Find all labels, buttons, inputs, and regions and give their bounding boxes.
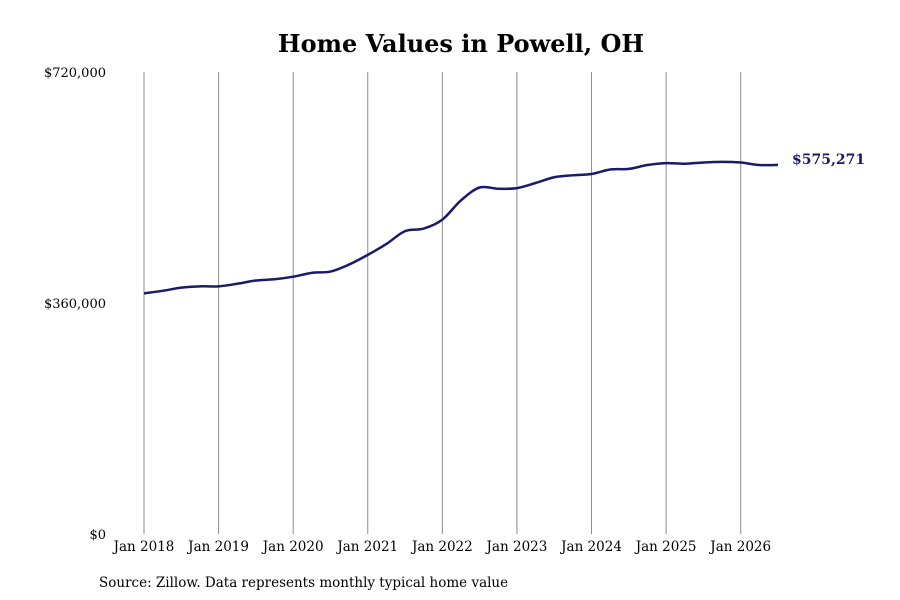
x-tick-label: Jan 2018 bbox=[112, 539, 175, 555]
series-group: $575,271 bbox=[143, 152, 865, 295]
y-tick-label: $360,000 bbox=[44, 297, 106, 312]
x-tick-label: Jan 2021 bbox=[335, 539, 398, 555]
x-tick-label: Jan 2020 bbox=[261, 539, 324, 555]
x-tick-label: Jan 2026 bbox=[708, 539, 771, 555]
series-line bbox=[143, 160, 779, 295]
x-tick-label: Jan 2024 bbox=[559, 539, 622, 555]
x-axis: Jan 2018 Jan 2019 Jan 2020 Jan 2021 Jan 2022… bbox=[112, 539, 772, 555]
x-tick-label: Jan 2023 bbox=[485, 539, 548, 555]
source-note: Source: Zillow. Data represents monthly … bbox=[99, 575, 508, 591]
series-end-label: $575,271 bbox=[792, 152, 865, 168]
y-axis: $0 $360,000 $720,000 bbox=[44, 66, 106, 543]
y-tick-label: $0 bbox=[89, 528, 106, 543]
vertical-gridlines bbox=[143, 72, 742, 534]
chart-title: Home Values in Powell, OH bbox=[278, 29, 644, 58]
x-tick-label: Jan 2022 bbox=[410, 539, 473, 555]
x-tick-label: Jan 2025 bbox=[634, 539, 697, 555]
x-tick-label: Jan 2019 bbox=[186, 539, 249, 555]
y-tick-label: $720,000 bbox=[44, 66, 106, 81]
